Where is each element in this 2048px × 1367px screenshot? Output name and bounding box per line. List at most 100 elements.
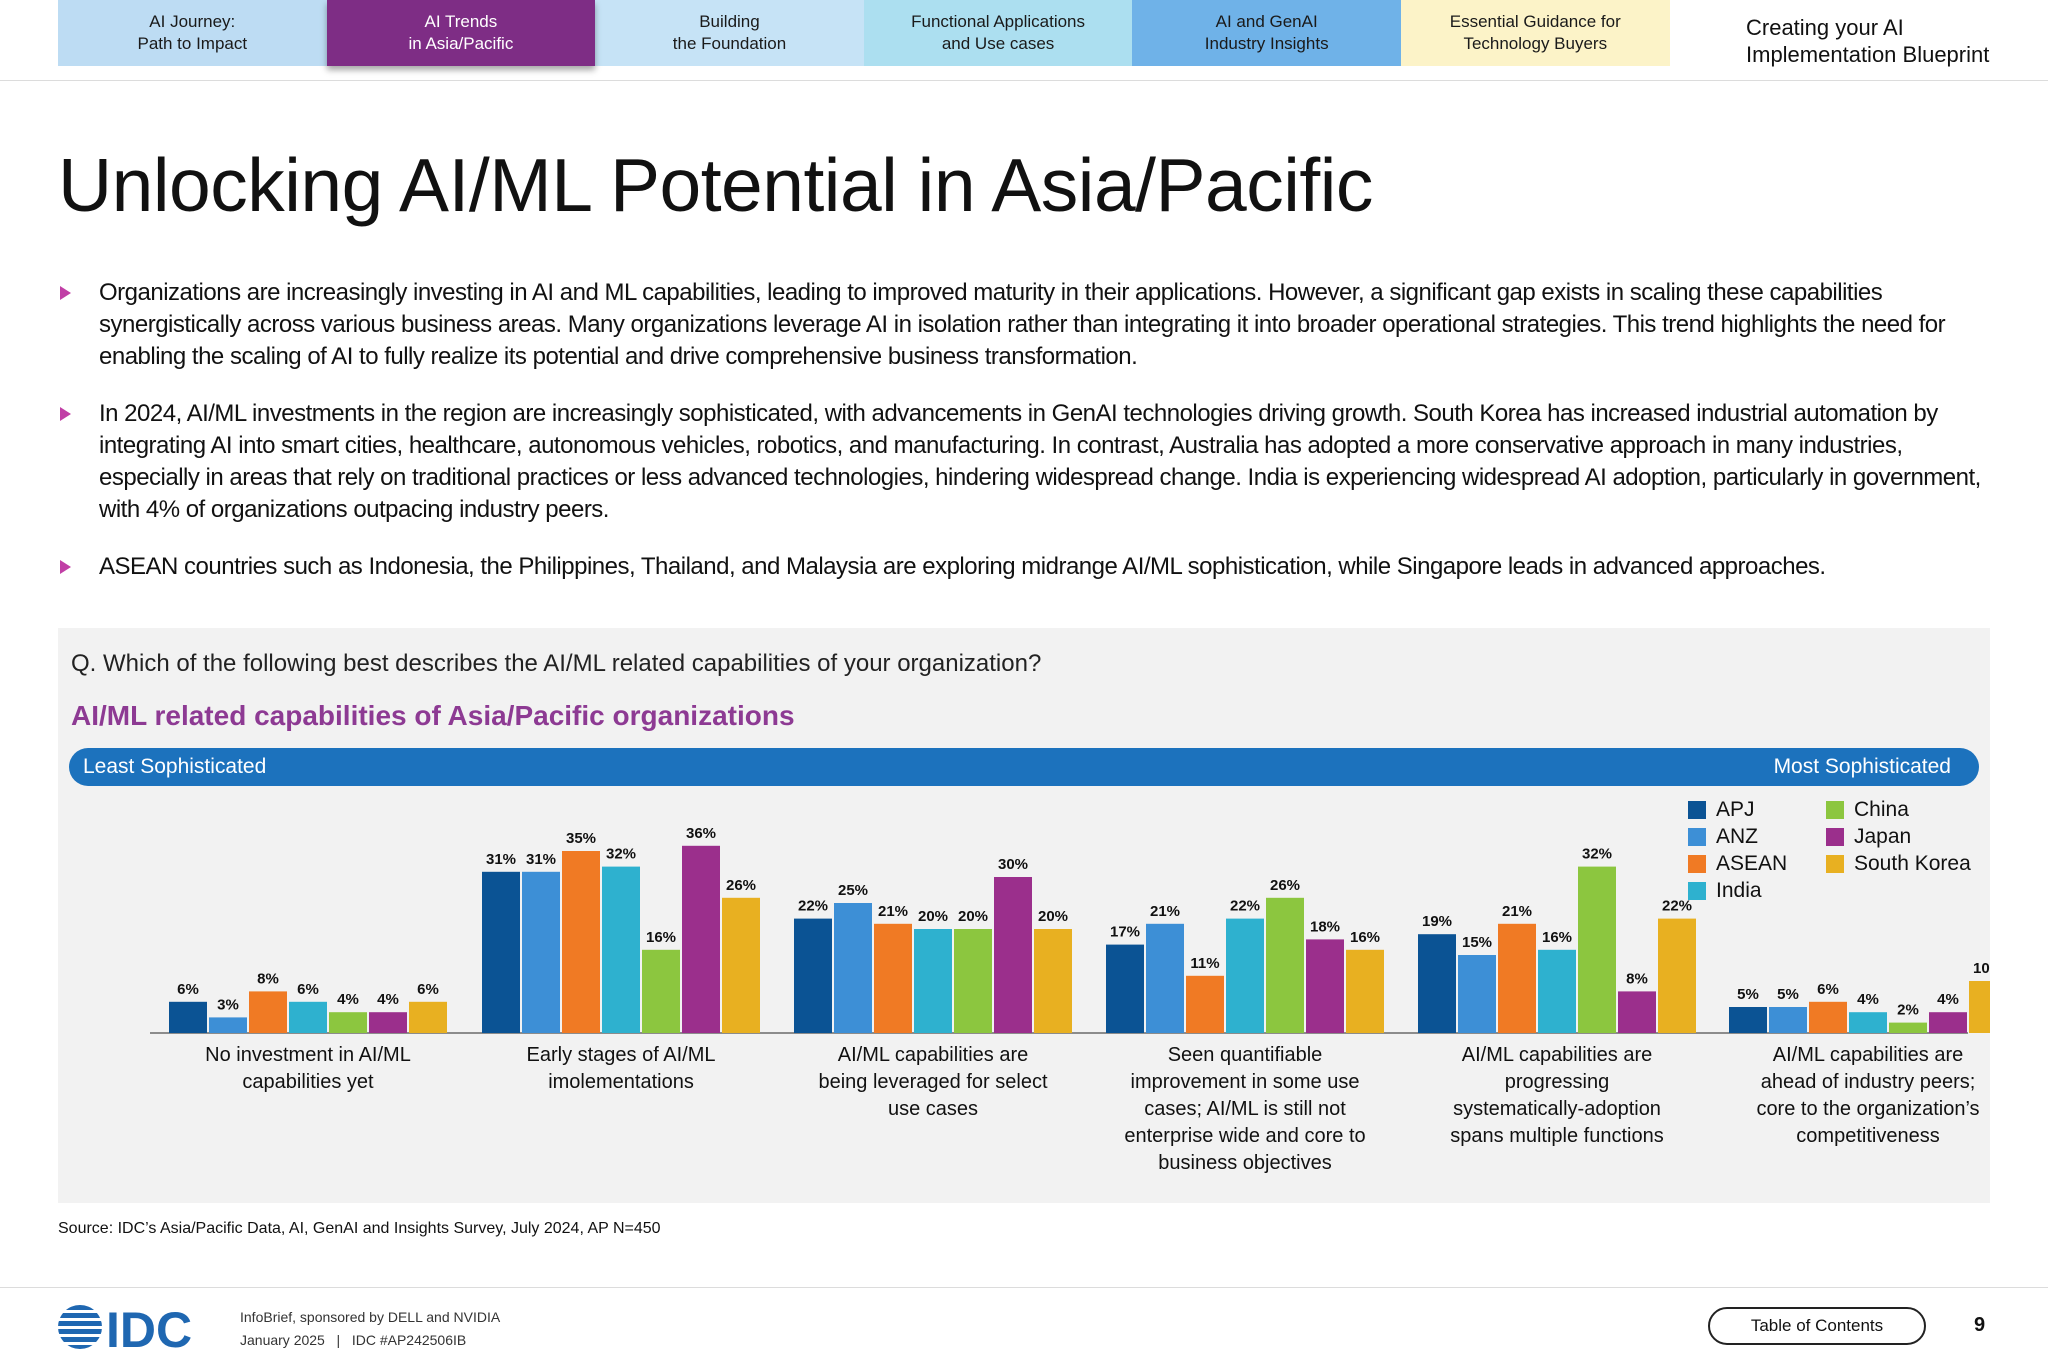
data-label: 36% — [686, 825, 716, 842]
footer-meta: InfoBrief, sponsored by DELL and NVIDIA … — [240, 1306, 500, 1352]
bar — [409, 1001, 447, 1033]
data-label: 4% — [1857, 991, 1879, 1008]
legend-swatch — [1688, 801, 1706, 819]
bar — [834, 903, 872, 1033]
data-label: 17% — [1110, 924, 1140, 941]
page-title: Unlocking AI/ML Potential in Asia/Pacifi… — [58, 143, 1373, 227]
bar — [209, 1017, 247, 1033]
header-divider — [0, 80, 2048, 81]
data-label: 16% — [646, 929, 676, 946]
bar — [329, 1012, 367, 1033]
bar — [602, 866, 640, 1033]
bar — [562, 851, 600, 1033]
bar — [1849, 1012, 1887, 1033]
legend-label: ANZ — [1716, 825, 1758, 848]
nav-tab-3[interactable]: Functional Applications and Use cases — [863, 0, 1133, 66]
legend-label: China — [1854, 798, 1909, 821]
data-label: 8% — [1626, 970, 1648, 987]
data-label: 22% — [1230, 898, 1260, 915]
bullet-list: Organizations are increasingly investing… — [58, 277, 1988, 608]
category-label: Early stages of AI/ML imolementations — [527, 1044, 716, 1093]
bar — [1929, 1012, 1967, 1033]
nav-tab-5[interactable]: Essential Guidance for Technology Buyers — [1400, 0, 1670, 66]
nav-tab-4[interactable]: AI and GenAI Industry Insights — [1132, 0, 1401, 66]
bullet-arrow-icon — [60, 286, 71, 300]
bar — [1106, 944, 1144, 1033]
bar — [369, 1012, 407, 1033]
data-label: 25% — [838, 882, 868, 899]
bar — [1618, 991, 1656, 1033]
bar — [994, 877, 1032, 1033]
data-label: 31% — [486, 851, 516, 868]
data-label: 6% — [417, 981, 439, 998]
legend-item: China — [1826, 798, 1909, 822]
legend-item: Japan — [1826, 825, 1911, 849]
bar — [1578, 866, 1616, 1033]
bar — [1769, 1007, 1807, 1033]
data-label: 4% — [337, 991, 359, 1008]
category-label: AI/ML capabilities are progressing systema… — [1450, 1044, 1663, 1147]
bar — [1538, 949, 1576, 1033]
data-label: 6% — [297, 981, 319, 998]
sophistication-scale-bar: Least Sophisticated Most Sophisticated — [69, 748, 1979, 786]
chart-title: AI/ML related capabilities of Asia/Pacif… — [71, 700, 795, 731]
legend-item: India — [1688, 879, 1762, 903]
data-label: 2% — [1897, 1002, 1919, 1019]
bar — [1498, 923, 1536, 1033]
footer-sponsor-line: InfoBrief, sponsored by DELL and NVIDIA — [240, 1309, 501, 1325]
bar — [1346, 949, 1384, 1033]
data-label: 8% — [257, 970, 279, 987]
source-note: Source: IDC’s Asia/Pacific Data, AI, Gen… — [58, 1220, 661, 1237]
footer-date-line: January 2025 | IDC #AP242506IB — [240, 1332, 467, 1348]
data-label: 32% — [1582, 846, 1612, 863]
bar — [722, 897, 760, 1033]
nav-tab-1[interactable]: AI Trends in Asia/Pacific — [326, 0, 596, 66]
data-label: 20% — [1038, 908, 1068, 925]
bar — [1889, 1022, 1927, 1033]
category-label: No investment in AI/ML capabilities yet — [205, 1044, 411, 1093]
most-sophisticated-label: Most Sophisticated — [1773, 755, 1951, 778]
data-label: 21% — [1150, 903, 1180, 920]
survey-question: Q. Which of the following best describes… — [71, 650, 1042, 677]
data-label: 21% — [878, 903, 908, 920]
data-label: 16% — [1350, 929, 1380, 946]
chart-legend: APJ ANZ ASEAN India China Japan South Korea — [1688, 798, 1988, 918]
legend-label: Japan — [1854, 825, 1912, 848]
nav-tab-2[interactable]: Building the Foundation — [595, 0, 864, 66]
footer-divider — [0, 1287, 2048, 1288]
bar — [954, 929, 992, 1033]
data-label: 11% — [1190, 955, 1219, 972]
legend-swatch — [1826, 801, 1844, 819]
data-label: 3% — [217, 996, 239, 1013]
data-label: 21% — [1502, 903, 1532, 920]
category-label: Seen quantifiable improvement in some use… — [1124, 1044, 1365, 1174]
bullet-item: Organizations are increasingly investing… — [58, 277, 1988, 373]
bar — [874, 923, 912, 1033]
data-label: 4% — [377, 991, 399, 1008]
bar — [522, 871, 560, 1033]
nav-tab-0[interactable]: AI Journey: Path to Impact — [58, 0, 327, 66]
bar — [289, 1001, 327, 1033]
legend-swatch — [1688, 855, 1706, 873]
legend-item: South Korea — [1826, 852, 1971, 876]
bar — [1186, 975, 1224, 1033]
bar-chart: 6% 3% 8% 6% 4% 4% 6% No investment in AI/ML capa… — [150, 825, 1990, 1174]
data-label: 4% — [1937, 991, 1959, 1008]
legend-label: ASEAN — [1716, 852, 1788, 875]
data-label: 6% — [177, 981, 199, 998]
data-label: 16% — [1542, 929, 1572, 946]
bar — [1458, 955, 1496, 1033]
legend-item: APJ — [1688, 798, 1755, 822]
table-of-contents-button[interactable]: Table of Contents — [1708, 1307, 1926, 1345]
nav-tab-implementation-blueprint[interactable]: Creating your AI Implementation Blueprin… — [1746, 15, 1990, 67]
data-label: 22% — [798, 898, 828, 915]
bar — [1306, 939, 1344, 1033]
category-label: AI/ML capabilities are ahead of industry … — [1756, 1044, 1979, 1147]
data-label: 6% — [1817, 981, 1839, 998]
bar — [914, 929, 952, 1033]
bar — [794, 918, 832, 1033]
data-label: 5% — [1737, 986, 1759, 1003]
legend-swatch — [1688, 828, 1706, 846]
chart-panel: Q. Which of the following best describes… — [58, 628, 1990, 1203]
bar — [1034, 929, 1072, 1033]
